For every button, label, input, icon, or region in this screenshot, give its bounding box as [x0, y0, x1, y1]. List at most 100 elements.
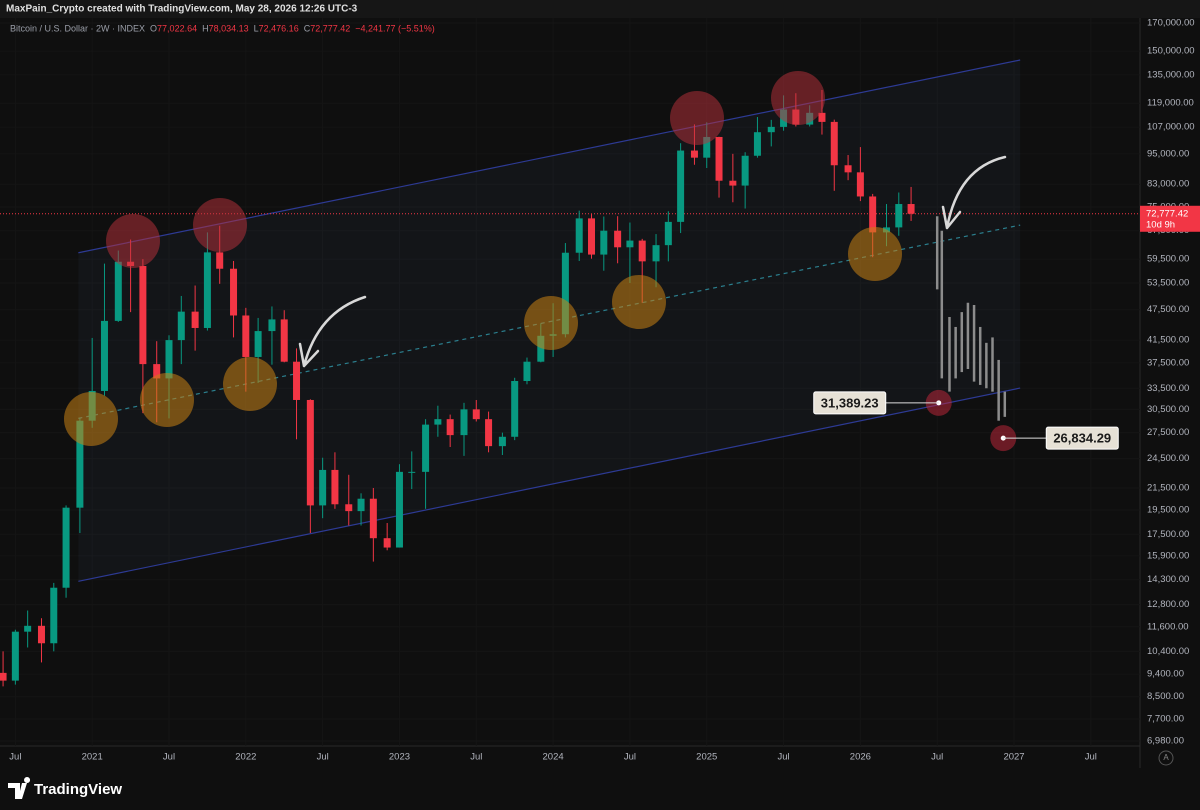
candle-body	[537, 335, 545, 362]
y-tick-label: 119,000.00	[1147, 98, 1194, 109]
y-tick-label: 6,980.00	[1147, 736, 1184, 747]
ohlc-value: 72,777.42	[310, 23, 350, 33]
candle-body	[446, 419, 454, 436]
candle-body	[369, 498, 377, 539]
highlight-circle	[524, 296, 578, 350]
candle-body	[741, 155, 749, 186]
target-label: 31,389.23	[821, 395, 879, 410]
candle-body	[383, 538, 391, 548]
candle-body	[280, 319, 288, 362]
candle-body	[100, 320, 108, 391]
y-tick-label: 9,400.00	[1147, 669, 1184, 680]
ohlc-value: 77,022.64	[157, 23, 197, 33]
top-bar	[0, 0, 1200, 18]
price-box-countdown: 10d 9h	[1146, 219, 1175, 230]
candle-body	[869, 196, 877, 233]
y-tick-label: 53,500.00	[1147, 277, 1189, 288]
x-tick-label: Jul	[9, 752, 21, 763]
candle-body	[0, 672, 7, 681]
candle-body	[498, 436, 506, 447]
candle-body	[422, 424, 430, 472]
arrow	[298, 295, 367, 368]
candle-body	[767, 126, 775, 133]
x-tick-label: 2021	[82, 752, 103, 763]
x-tick-label: 2023	[389, 752, 410, 763]
candle-body	[203, 252, 211, 328]
candle-body	[345, 504, 353, 512]
candle-body	[242, 315, 250, 357]
candle-body	[11, 631, 19, 681]
scale-button[interactable]	[1158, 750, 1174, 766]
candle-body	[523, 361, 531, 381]
y-tick-label: 150,000.00	[1147, 46, 1195, 57]
highlight-circle	[193, 198, 247, 252]
y-tick-label: 21,500.00	[1147, 483, 1189, 494]
highlight-circle	[670, 91, 724, 145]
y-tick-label: 19,500.00	[1147, 504, 1189, 515]
x-tick-label: Jul	[931, 752, 943, 763]
y-tick-label: 8,500.00	[1147, 691, 1184, 702]
candle-body	[306, 399, 314, 506]
y-tick-label: 14,300.00	[1147, 574, 1189, 585]
scale-button-label[interactable]: A	[1163, 753, 1169, 762]
candle-body	[830, 121, 838, 166]
highlight-circle	[64, 392, 118, 446]
candle-body	[62, 507, 70, 588]
candle-body	[575, 218, 583, 253]
candle-body	[614, 230, 622, 248]
target-label: 26,834.29	[1053, 431, 1111, 446]
candle-body	[357, 498, 365, 512]
candle-body	[76, 420, 84, 508]
y-tick-label: 15,900.00	[1147, 550, 1189, 561]
candle-body	[50, 587, 58, 644]
highlight-circle	[771, 71, 825, 125]
x-tick-label: 2027	[1003, 752, 1024, 763]
highlight-circle	[140, 373, 194, 427]
candle-body	[664, 221, 672, 246]
ohlc-letter: C	[304, 23, 311, 33]
candle-body	[561, 252, 569, 335]
axis-layer: 170,000.00 150,000.00 135,000.00 119,000.00…	[9, 17, 1200, 763]
candle-body	[37, 625, 45, 644]
ohlc-letter: L	[254, 23, 259, 33]
ohlc-letter: H	[202, 23, 209, 33]
candle-body	[191, 311, 199, 328]
candle-body	[600, 230, 608, 255]
y-tick-label: 135,000.00	[1147, 69, 1195, 80]
candle-body	[856, 172, 864, 197]
y-tick-label: 33,500.00	[1147, 383, 1189, 394]
brand: TradingView	[34, 781, 122, 798]
y-tick-label: 170,000.00	[1147, 17, 1195, 28]
candle-body	[331, 469, 339, 505]
ohlc-letter: O	[150, 23, 157, 33]
ohlc-value: 72,476.16	[259, 23, 299, 33]
candle-body	[472, 409, 480, 420]
candle-body	[434, 419, 442, 425]
candle-body	[408, 471, 416, 473]
y-tick-label: 7,700.00	[1147, 713, 1184, 724]
candle-body	[293, 361, 301, 400]
y-tick-label: 95,000.00	[1147, 148, 1189, 159]
y-tick-label: 10,400.00	[1147, 646, 1189, 657]
y-tick-label: 47,500.00	[1147, 304, 1189, 315]
x-tick-label: Jul	[163, 752, 175, 763]
y-tick-label: 27,500.00	[1147, 427, 1189, 438]
y-tick-label: 83,000.00	[1147, 179, 1189, 190]
x-tick-label: 2025	[696, 752, 717, 763]
candle-body	[638, 240, 646, 262]
candle-body	[818, 112, 826, 122]
candle-body	[690, 150, 698, 158]
candle-body	[177, 311, 185, 341]
candle-body	[460, 409, 468, 436]
price-box	[1140, 205, 1200, 232]
x-tick-label: Jul	[1085, 752, 1097, 763]
y-tick-label: 59,500.00	[1147, 254, 1189, 265]
candle-body	[319, 469, 327, 506]
ohlc-value: 78,034.13	[209, 23, 249, 33]
y-tick-label: 11,600.00	[1147, 621, 1189, 632]
target-box	[1045, 426, 1119, 450]
y-tick-label: 17,500.00	[1147, 529, 1189, 540]
y-tick-label: 30,500.00	[1147, 404, 1189, 415]
candle-body	[652, 245, 660, 262]
